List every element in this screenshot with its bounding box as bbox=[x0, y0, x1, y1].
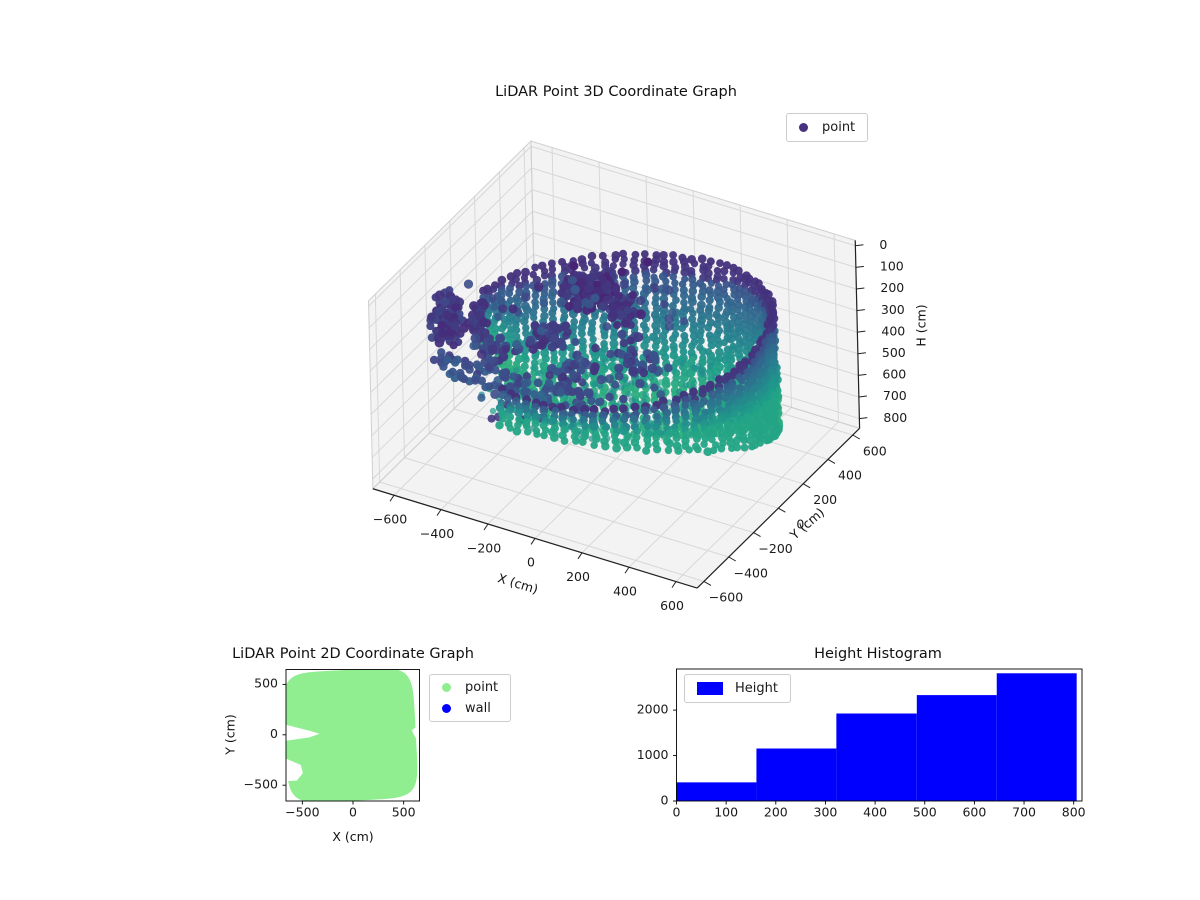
plot-2d-x-axis-label: X (cm) bbox=[332, 829, 374, 844]
plot-3d-region bbox=[300, 80, 940, 640]
legend-item-wall: wall bbox=[430, 698, 510, 719]
legend-label: point bbox=[822, 120, 856, 135]
legend-label: Height bbox=[735, 681, 778, 696]
plot-2d-y-axis-label: Y (cm) bbox=[222, 714, 238, 755]
legend-item-height: Height bbox=[685, 678, 790, 699]
plot-2d-title: LiDAR Point 2D Coordinate Graph bbox=[232, 646, 474, 662]
plot-2d-region bbox=[286, 646, 420, 846]
legend-label: wall bbox=[465, 701, 491, 716]
plot-3d-z-axis-label: H (cm) bbox=[913, 304, 929, 347]
histogram-title: Height Histogram bbox=[814, 646, 942, 662]
histogram-legend: Height bbox=[684, 674, 791, 703]
height-swatch-icon bbox=[697, 682, 723, 695]
legend-item-point: point bbox=[430, 677, 510, 698]
histogram-region bbox=[676, 646, 1082, 816]
legend-label: point bbox=[465, 680, 499, 695]
plot-2d-legend: point wall bbox=[429, 674, 512, 722]
wall-marker-icon bbox=[442, 704, 451, 713]
plot-3d-title: LiDAR Point 3D Coordinate Graph bbox=[495, 84, 737, 100]
legend-item-point: point bbox=[787, 117, 867, 138]
point-marker-icon bbox=[799, 123, 808, 132]
plot-3d-legend: point bbox=[786, 113, 869, 142]
point-marker-icon bbox=[442, 683, 451, 692]
